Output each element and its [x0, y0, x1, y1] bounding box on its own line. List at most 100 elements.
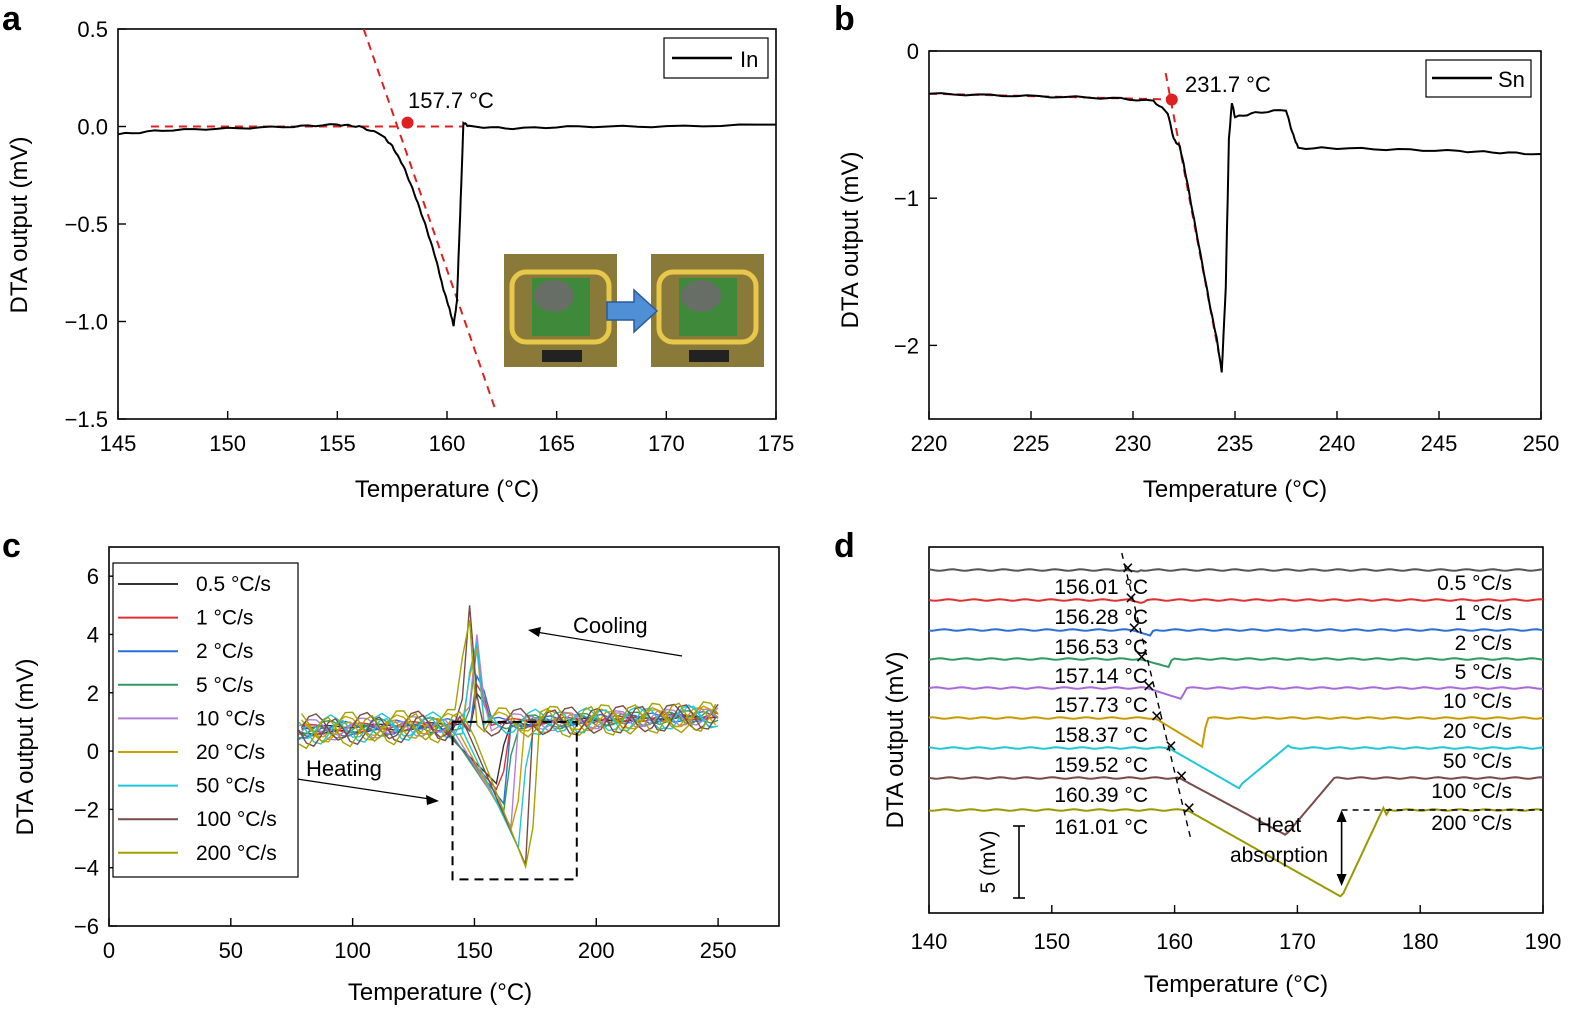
panel-d-trace [928, 628, 1544, 637]
panel-b-onset-point [1165, 93, 1178, 106]
inset-photo-sample [681, 280, 721, 312]
panel-a-ytick-label: −0.5 [65, 212, 108, 237]
panel-c-cooling-trace [301, 641, 719, 740]
panel-d-trace [928, 657, 1544, 669]
panel-b-series-Sn [928, 92, 1542, 373]
panel-a-xtick-label: 155 [319, 431, 356, 456]
panel-d-onset-marker: × [1175, 765, 1187, 788]
panel-d-trace [928, 686, 1544, 701]
panel-d-onset-label: 156.01 °C [1054, 576, 1148, 599]
panel-c-legend-label: 20 °C/s [196, 741, 265, 764]
panel-b-xtick-label: 220 [911, 431, 948, 456]
panel-c-ytick-label: −6 [74, 914, 99, 939]
panel-c-cooling-trace [300, 619, 719, 744]
panel-d-onset-marker: × [1128, 617, 1140, 640]
panel-a-legend-label: In [740, 47, 758, 72]
panel-c-legend-label: 2 °C/s [196, 640, 253, 663]
panel-b-ytick-label: −2 [894, 333, 919, 358]
panel-d-xtick-label: 160 [1156, 929, 1193, 954]
panel-d-onset-marker: × [1143, 675, 1155, 698]
panel-d-rate-label: 2 °C/s [1455, 632, 1512, 655]
panel-b-onset-label: 231.7 °C [1185, 72, 1271, 97]
panel-c-ytick-label: −2 [74, 797, 99, 822]
panel-d-onset-label: 156.28 °C [1054, 606, 1148, 629]
panel-d-onset-label: 158.37 °C [1054, 724, 1148, 747]
panel-c-ytick-label: 4 [87, 622, 99, 647]
panel-a-onset-label: 157.7 °C [408, 88, 494, 113]
panel-a-xtick-label: 165 [538, 431, 575, 456]
panel-a-ytick-label: −1.5 [65, 407, 108, 432]
panel-c-xtick-label: 200 [578, 938, 615, 963]
panel-d-onset-marker: × [1183, 797, 1195, 820]
panel-d-trace [928, 598, 1544, 604]
panel-c-frame [108, 546, 780, 927]
panel-a-xtick-label: 145 [100, 431, 137, 456]
panel-c-ytick-label: 2 [87, 681, 99, 706]
panel-c-xtick-label: 250 [700, 938, 737, 963]
panel-b-xlabel: Temperature (°C) [1143, 476, 1327, 503]
panel-d-trace [928, 716, 1544, 749]
panel-b-xtick-label: 230 [1115, 431, 1152, 456]
panel-d-absorption-label: absorption [1230, 844, 1328, 867]
panel-a-series-In [117, 120, 776, 327]
panel-b-xtick-label: 245 [1421, 431, 1458, 456]
panel-d-onset-marker: × [1122, 557, 1134, 580]
panel-label-a: a [2, 0, 22, 38]
panel-c-heating-label: Heating [306, 756, 382, 781]
panel-c-legend-label: 200 °C/s [196, 842, 277, 865]
panel-c-xtick-label: 100 [334, 938, 371, 963]
panel-a-xlabel: Temperature (°C) [355, 476, 539, 503]
panel-d-xtick-label: 190 [1525, 929, 1562, 954]
panel-d-arrowhead-up [1336, 810, 1347, 822]
panel-a-ytick-label: 0.5 [77, 17, 108, 42]
panel-c-xtick-label: 50 [219, 938, 243, 963]
panel-c-heating-trace [298, 702, 717, 870]
panel-c-legend-label: 50 °C/s [196, 775, 265, 798]
panel-a-ytick-label: −1.0 [65, 310, 108, 335]
panel-a-ylabel: DTA output (mV) [6, 137, 33, 314]
inset-photo-pad [689, 350, 729, 362]
panel-a-xtick-label: 160 [429, 431, 466, 456]
panel-d-onset-marker: × [1165, 735, 1177, 758]
panel-d-arrowhead-down [1336, 874, 1347, 886]
panel-c-ytick-label: −4 [74, 856, 99, 881]
panel-d-xtick-label: 150 [1033, 929, 1070, 954]
panel-label-d: d [834, 527, 855, 565]
panel-c-legend-label: 100 °C/s [196, 808, 277, 831]
panel-d-rate-label: 50 °C/s [1443, 750, 1512, 773]
panel-a-xtick-label: 170 [648, 431, 685, 456]
panel-d-ylabel: DTA output (mV) [882, 652, 909, 829]
panel-d-rate-label: 0.5 °C/s [1437, 572, 1512, 595]
panel-d-rate-label: 1 °C/s [1455, 602, 1512, 625]
panel-d-trace [928, 776, 1544, 836]
panel-b-legend-label: Sn [1498, 67, 1525, 92]
panel-d-onset-label: 157.73 °C [1054, 694, 1148, 717]
panel-c-ytick-label: 0 [87, 739, 99, 764]
panel-a-xtick-label: 150 [209, 431, 246, 456]
panel-b-xtick-label: 235 [1217, 431, 1254, 456]
panel-d-onset-label: 160.39 °C [1054, 784, 1148, 807]
panel-c-cooling-label: Cooling [573, 613, 648, 638]
panel-d-trace [928, 744, 1544, 790]
panel-c-xtick-label: 0 [103, 938, 115, 963]
panel-b-ytick-label: −1 [894, 186, 919, 211]
panel-c-heating-arrowhead [426, 795, 439, 805]
panel-c-cooling-arrow [535, 631, 683, 657]
panel-d-xlabel: Temperature (°C) [1144, 971, 1328, 998]
panel-d-onset-marker: × [1125, 587, 1137, 610]
panel-c-legend-label: 5 °C/s [196, 674, 253, 697]
panel-d-onset-label: 156.53 °C [1054, 636, 1148, 659]
panel-d-onset-marker: × [1135, 646, 1147, 669]
panel-c-zoom-box [451, 720, 578, 881]
panel-b-xtick-label: 225 [1013, 431, 1050, 456]
panel-c-legend-label: 0.5 °C/s [196, 573, 271, 596]
panel-c-legend [112, 562, 299, 878]
inset-photo-frame [656, 269, 759, 345]
panel-d-xtick-label: 170 [1279, 929, 1316, 954]
panel-d-onset-marker: × [1151, 705, 1163, 728]
inset-arrow [606, 288, 659, 334]
panel-c-cooling-arrowhead [528, 627, 541, 637]
panel-d-rate-label: 5 °C/s [1455, 661, 1512, 684]
panel-label-c: c [2, 527, 21, 565]
